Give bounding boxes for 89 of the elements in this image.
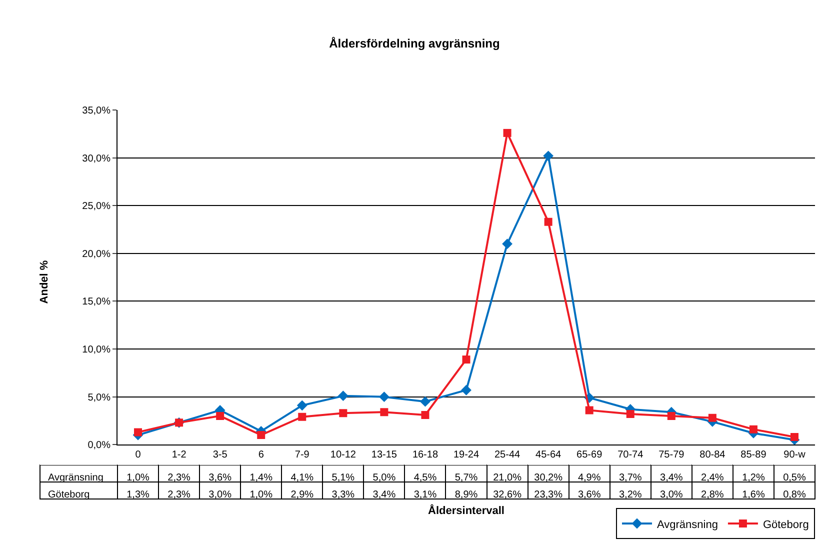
data-label: 2,3% bbox=[168, 489, 191, 500]
x-tick-label: 7-9 bbox=[294, 450, 310, 461]
data-label: 0,5% bbox=[783, 472, 806, 484]
y-tick-label: 35,0% bbox=[82, 106, 111, 116]
point bbox=[462, 356, 470, 364]
data-label: 5,7% bbox=[454, 472, 478, 484]
chart-title: Åldersfördelning avgränsning bbox=[329, 36, 500, 50]
data-label: 3,4% bbox=[372, 489, 396, 500]
data-label: 3,2% bbox=[618, 489, 642, 500]
data-label: 3,6% bbox=[578, 489, 601, 500]
point bbox=[708, 414, 716, 422]
point bbox=[421, 410, 430, 419]
text: Göteborg bbox=[48, 489, 90, 500]
data-label: 2,4% bbox=[701, 472, 724, 484]
point bbox=[749, 425, 758, 434]
data-label: 23,3% bbox=[534, 489, 563, 500]
point bbox=[378, 392, 390, 402]
data-label: 30,2% bbox=[534, 472, 563, 484]
x-tick-label: 10-12 bbox=[330, 450, 356, 461]
point bbox=[339, 409, 348, 418]
x-tick-label: 19-24 bbox=[453, 450, 480, 461]
point bbox=[296, 400, 308, 411]
point bbox=[667, 412, 676, 420]
point bbox=[461, 384, 472, 396]
data-label: 1,6% bbox=[742, 489, 765, 500]
x-tick-label: 1-2 bbox=[172, 450, 187, 461]
point bbox=[420, 396, 430, 407]
y-tick-label: 10,0% bbox=[82, 344, 111, 356]
data-label: 0,8% bbox=[783, 489, 806, 500]
data-label: 3,7% bbox=[618, 472, 642, 484]
data-label: 3,1% bbox=[414, 489, 437, 500]
x-tick-label: 90-w bbox=[784, 450, 806, 461]
x-tick-label: 3-5 bbox=[212, 450, 228, 461]
x-tick-label: 85-89 bbox=[740, 450, 767, 461]
point bbox=[257, 431, 266, 440]
y-tick-label: 30,0% bbox=[82, 153, 111, 164]
y-tick-label: 15,0% bbox=[82, 296, 111, 308]
legend-label: Avgränsning bbox=[657, 518, 718, 531]
y-tick-label: 25,0% bbox=[82, 201, 111, 212]
point bbox=[502, 238, 512, 250]
text: Avgränsning bbox=[48, 472, 104, 484]
point bbox=[790, 432, 798, 441]
point bbox=[380, 408, 388, 416]
x-tick-label: 25-44 bbox=[494, 450, 521, 461]
y-tick-label: 20,0% bbox=[82, 248, 111, 260]
data-label: 5,0% bbox=[372, 472, 396, 484]
data-label: 3,3% bbox=[332, 489, 355, 500]
y-tick-label: 0,0% bbox=[88, 440, 111, 452]
data-label: 2,3% bbox=[168, 472, 191, 484]
data-label: 1,4% bbox=[250, 472, 273, 484]
x-tick-label: 75-79 bbox=[658, 450, 685, 461]
point bbox=[585, 406, 594, 414]
data-label: 5,1% bbox=[332, 472, 355, 484]
x-tick-label: 65-69 bbox=[576, 450, 603, 461]
x-tick-label: 70-74 bbox=[618, 450, 644, 461]
legend-label: Göteborg bbox=[762, 518, 809, 531]
data-label: 2,8% bbox=[701, 489, 724, 500]
data-label: 1,0% bbox=[250, 489, 273, 500]
y-tick-label: 5,0% bbox=[88, 392, 111, 404]
data-label: 32,6% bbox=[493, 489, 522, 500]
data-label: 3,4% bbox=[660, 472, 683, 484]
point bbox=[543, 150, 554, 162]
y-axis-title: Andel % bbox=[38, 260, 51, 304]
data-label: 8,9% bbox=[454, 489, 478, 500]
x-tick-label: 80-84 bbox=[700, 450, 726, 461]
point bbox=[503, 128, 512, 137]
x-tick-label: 45-64 bbox=[536, 450, 562, 461]
x-tick-label: 16-18 bbox=[412, 450, 438, 461]
point bbox=[544, 218, 552, 226]
data-label: 3,0% bbox=[208, 489, 232, 500]
data-label: 4,9% bbox=[578, 472, 601, 484]
x-axis-title: Åldersintervall bbox=[428, 504, 504, 517]
data-label: 1,3% bbox=[126, 489, 150, 500]
data-label: 4,1% bbox=[290, 472, 314, 484]
x-tick-label: 6 bbox=[258, 450, 264, 461]
point bbox=[338, 390, 348, 402]
point bbox=[626, 410, 634, 418]
data-label: 1,2% bbox=[742, 472, 765, 484]
data-label: 4,5% bbox=[414, 472, 437, 484]
data-label: 21,0% bbox=[493, 472, 522, 484]
x-tick-label: 13-15 bbox=[371, 450, 398, 461]
point bbox=[298, 412, 306, 421]
x-tick-label: 0 bbox=[135, 450, 142, 461]
point bbox=[216, 412, 224, 420]
data-label: 3,6% bbox=[208, 472, 232, 484]
point bbox=[134, 428, 142, 436]
data-label: 2,9% bbox=[290, 489, 314, 500]
data-label: 1,0% bbox=[126, 472, 150, 484]
data-label: 3,0% bbox=[660, 489, 683, 500]
